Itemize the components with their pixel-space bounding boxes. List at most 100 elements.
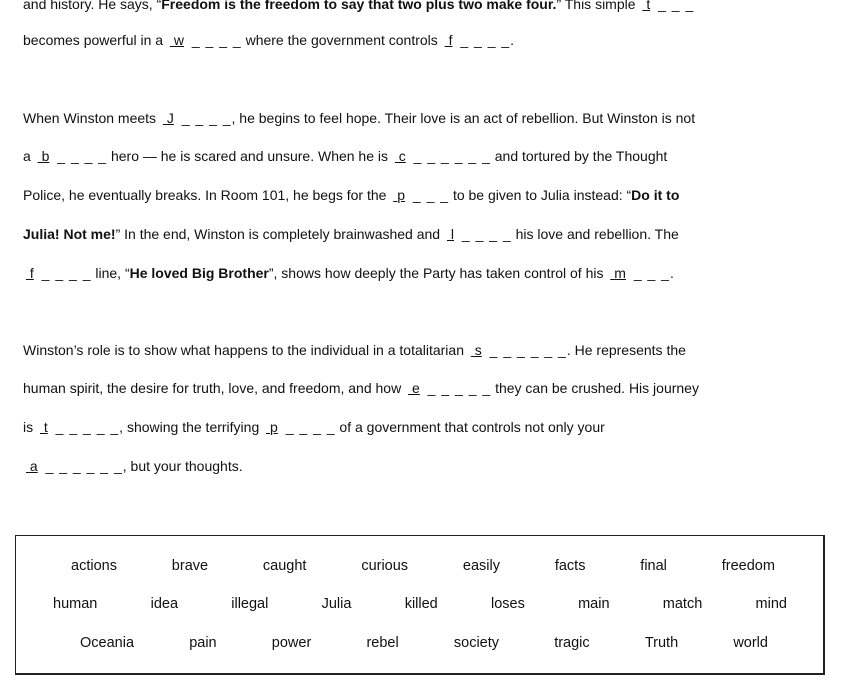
fill-in-blank[interactable]: p _ _ _ _ <box>263 419 335 435</box>
blank-dashes: _ _ _ _ <box>176 110 232 126</box>
text-segment: they can be crushed. His journey <box>491 380 699 396</box>
blank-dashes: _ _ _ <box>628 265 670 281</box>
text-segment: a <box>23 148 35 164</box>
blank-dashes: _ _ _ _ _ _ <box>408 148 491 164</box>
word-bank-item: brave <box>171 558 209 574</box>
quote-bold: Freedom is the freedom to say that two p… <box>161 0 557 12</box>
blank-dashes: _ _ _ _ <box>52 148 108 164</box>
blank-hint-letter: l <box>450 226 454 242</box>
fill-in-blank[interactable]: f _ _ _ _ <box>442 32 510 48</box>
blank-dashes: _ _ _ _ <box>455 32 511 48</box>
text-segment: and history. He says, “ <box>23 0 162 12</box>
blank-hint-letter: m <box>614 265 626 281</box>
word-bank-row: Oceania pain power rebel society tragic Truth w… <box>16 634 823 652</box>
blank-hint-letter: a <box>29 458 38 474</box>
text-segment: of a government that controls not only y… <box>335 419 605 435</box>
text-line: and history. He says, “Freedom is the fr… <box>23 0 694 13</box>
fill-in-blank[interactable]: t _ _ _ _ _ <box>37 419 119 435</box>
fill-in-blank[interactable]: t _ _ _ <box>639 0 694 12</box>
text-line: f _ _ _ _ line, “He loved Big Brother”, … <box>23 264 674 282</box>
word-bank-item: world <box>733 635 768 651</box>
blank-hint-letter: b <box>41 148 50 164</box>
text-segment: to be given to Julia instead: “ <box>449 187 632 203</box>
word-bank-item: illegal <box>231 596 269 612</box>
blank-dashes: _ _ _ _ <box>36 265 92 281</box>
text-segment: hero — he is scared and unsure. When he … <box>107 148 392 164</box>
fill-in-blank[interactable]: c _ _ _ _ _ _ <box>392 148 491 164</box>
blank-hint-letter: t <box>646 0 651 12</box>
blank-dashes: _ _ _ _ _ _ <box>40 458 123 474</box>
fill-in-blank[interactable]: m _ _ _ <box>607 265 670 281</box>
quote-bold: He loved Big Brother <box>129 265 269 281</box>
fill-in-blank[interactable]: f _ _ _ _ <box>23 265 91 281</box>
text-segment: Winston’s role is to show what happens t… <box>23 342 468 358</box>
blank-hint-letter: c <box>398 148 406 164</box>
text-segment: Police, he eventually breaks. In Room 10… <box>23 187 391 203</box>
word-bank-item: facts <box>554 558 586 574</box>
text-line: human spirit, the desire for truth, love… <box>23 379 699 397</box>
text-segment: , he begins to feel hope. Their love is … <box>231 110 696 126</box>
blank-hint-letter: p <box>270 419 278 435</box>
word-bank-item: match <box>662 596 703 612</box>
text-line: When Winston meets J _ _ _ _, he begins … <box>23 109 695 127</box>
word-bank-item: actions <box>71 558 117 574</box>
fill-in-blank[interactable]: p _ _ _ <box>390 187 449 203</box>
blank-dashes: _ _ _ <box>408 187 450 203</box>
blank-hint-letter: p <box>397 187 406 203</box>
word-bank-item: idea <box>150 596 179 612</box>
word-bank-item: caught <box>262 558 307 574</box>
word-bank: actions brave caught curious easily facts fina… <box>15 535 825 675</box>
text-line: is t _ _ _ _ _, showing the terrifying p… <box>23 418 605 436</box>
word-bank-item: Julia <box>321 596 352 612</box>
word-bank-item: loses <box>490 596 525 612</box>
word-bank-item: curious <box>361 558 409 574</box>
text-segment: . He represents the <box>566 342 686 358</box>
text-line: Winston’s role is to show what happens t… <box>23 341 686 359</box>
fill-in-blank[interactable]: e _ _ _ _ _ <box>405 380 491 396</box>
fill-in-blank[interactable]: b _ _ _ _ <box>35 148 107 164</box>
fill-in-blank[interactable]: l _ _ _ _ <box>444 226 512 242</box>
word-bank-item: easily <box>462 558 500 574</box>
blank-hint-letter: s <box>474 342 482 358</box>
fill-in-blank[interactable]: J _ _ _ _ <box>160 110 232 126</box>
text-segment: . <box>510 32 515 48</box>
blank-dashes: _ _ _ _ _ <box>422 380 492 396</box>
text-line: a b _ _ _ _ hero — he is scared and unsu… <box>23 147 667 165</box>
blank-hint-letter: t <box>43 419 48 435</box>
text-segment: becomes powerful in a <box>23 32 167 48</box>
word-bank-item: main <box>578 596 610 612</box>
quote-bold: Do it to <box>631 187 680 203</box>
blank-dashes: _ _ _ _ <box>280 419 336 435</box>
text-segment: , showing the terrifying <box>119 419 264 435</box>
word-bank-item: killed <box>404 596 438 612</box>
word-bank-item: freedom <box>721 558 775 574</box>
fill-in-blank[interactable]: w _ _ _ _ <box>167 32 242 48</box>
text-segment: . <box>669 265 674 281</box>
fill-in-blank[interactable]: s _ _ _ _ _ _ <box>468 342 567 358</box>
blank-dashes: _ _ _ _ _ <box>50 419 120 435</box>
word-bank-item: pain <box>189 635 217 651</box>
blank-dashes: _ _ _ _ <box>457 226 512 242</box>
word-bank-item: Truth <box>644 635 679 651</box>
blank-dashes: _ _ _ _ <box>186 32 242 48</box>
text-segment: where the government controls <box>241 32 442 48</box>
text-segment: , but your thoughts. <box>122 458 243 474</box>
text-segment: and tortured by the Thought <box>490 148 668 164</box>
text-line: a _ _ _ _ _ _, but your thoughts. <box>23 457 243 475</box>
text-line: becomes powerful in a w _ _ _ _ where th… <box>23 31 514 49</box>
word-bank-row: human idea illegal Julia killed loses main matc… <box>16 595 823 613</box>
text-segment: is <box>23 419 37 435</box>
blank-hint-letter: f <box>448 32 453 48</box>
blank-hint-letter: w <box>173 32 184 48</box>
word-bank-item: mind <box>755 596 787 612</box>
quote-bold: Julia! Not me! <box>23 226 116 242</box>
word-bank-item: society <box>453 635 500 651</box>
blank-hint-letter: e <box>412 380 420 396</box>
word-bank-row: actions brave caught curious easily facts fina… <box>16 557 823 575</box>
text-segment: ”, shows how deeply the Party has taken … <box>268 265 608 281</box>
text-segment: human spirit, the desire for truth, love… <box>23 380 406 396</box>
text-segment: ” This simple <box>556 0 640 12</box>
word-bank-item: rebel <box>366 635 399 651</box>
word-bank-item: power <box>271 635 312 651</box>
fill-in-blank[interactable]: a _ _ _ _ _ _ <box>23 458 123 474</box>
